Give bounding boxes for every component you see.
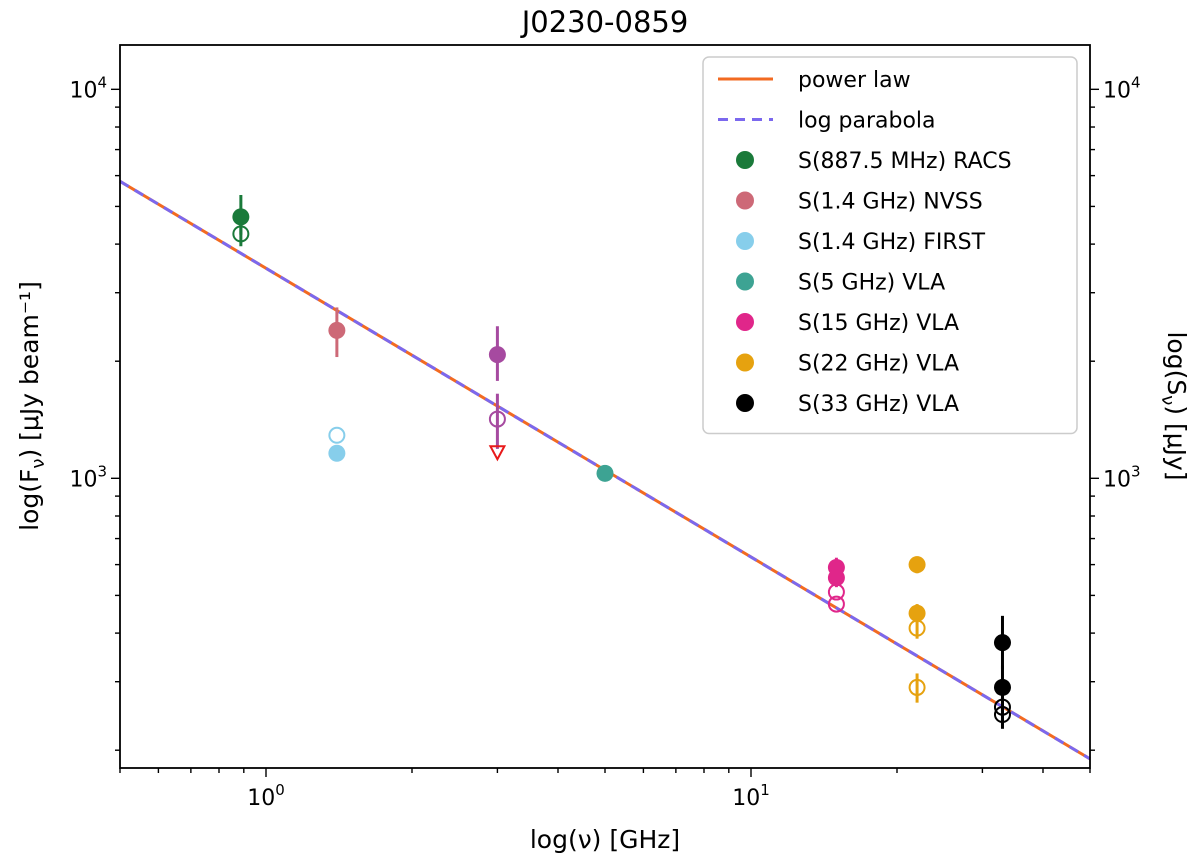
y-right-tick-label: 103 <box>1103 462 1141 492</box>
data-point-open <box>488 410 506 428</box>
legend-box <box>702 56 1078 435</box>
data-point <box>908 556 926 574</box>
legend-marker-swatch <box>736 232 754 250</box>
legend-marker-swatch <box>736 151 754 169</box>
y-axis-label-right: log(Sν) [μJy] <box>1157 331 1191 480</box>
y-axis-label: log(Fν) [μJy beam⁻¹] <box>15 281 49 531</box>
data-point <box>827 569 845 587</box>
plot-frame <box>119 44 1091 769</box>
tick-layer: 100 101 103 103 104 104 <box>69 73 1140 811</box>
legend-label: log parabola <box>798 109 936 134</box>
data-point <box>908 604 926 622</box>
x-axis-label: log(ν) [GHz] <box>530 825 680 854</box>
y-right-tick-label: 104 <box>1103 73 1141 103</box>
chart-title: J0230-0859 <box>520 5 689 39</box>
data-point <box>596 464 614 482</box>
data-point <box>232 208 250 226</box>
y-tick-label: 103 <box>69 462 107 492</box>
legend-marker-swatch <box>736 353 754 372</box>
data-point-open <box>908 678 926 696</box>
data-point <box>993 634 1011 652</box>
legend-label: S(33 GHz) VLA <box>798 392 959 417</box>
legend-label: S(1.4 GHz) FIRST <box>798 230 986 255</box>
legend-marker-swatch <box>736 313 754 331</box>
legend: power law log parabola S(887.5 MHz) RACS S(… <box>702 56 1078 435</box>
data-point <box>328 321 346 339</box>
legend-label: S(5 GHz) VLA <box>798 271 945 296</box>
legend-label: S(1.4 GHz) NVSS <box>798 190 983 215</box>
data-point-open <box>827 595 845 613</box>
data-point <box>328 444 346 462</box>
data-point-open <box>328 426 346 444</box>
data-point-open <box>908 619 926 637</box>
legend-marker-swatch <box>736 272 754 291</box>
legend-label: S(887.5 MHz) RACS <box>798 149 1012 174</box>
data-points <box>232 194 1011 729</box>
upper-limit-marker <box>488 445 507 462</box>
data-point <box>993 678 1011 696</box>
data-point-open <box>827 583 845 601</box>
legend-marker-swatch <box>736 394 754 412</box>
legend-label: S(22 GHz) VLA <box>798 352 959 377</box>
legend-label: power law <box>798 68 911 93</box>
y-tick-label: 104 <box>69 73 107 103</box>
legend-label: S(15 GHz) VLA <box>798 311 959 336</box>
data-point <box>488 346 506 364</box>
data-point-open <box>232 225 250 243</box>
x-tick-label: 101 <box>732 781 770 811</box>
data-point-open <box>993 706 1011 724</box>
legend-marker-swatch <box>736 191 754 210</box>
x-tick-label: 100 <box>247 781 285 811</box>
